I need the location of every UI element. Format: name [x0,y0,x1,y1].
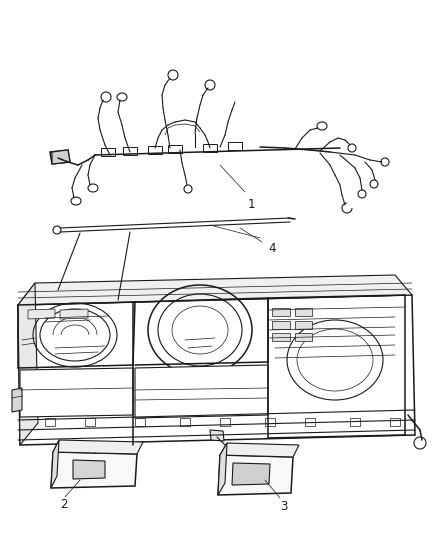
Polygon shape [51,452,137,488]
Polygon shape [272,308,290,316]
Polygon shape [45,418,55,426]
Polygon shape [135,365,268,418]
Text: 3: 3 [280,500,287,513]
Polygon shape [60,309,88,319]
Polygon shape [123,147,137,155]
Polygon shape [12,388,22,412]
Polygon shape [53,440,143,454]
Polygon shape [18,275,412,305]
Polygon shape [20,368,133,417]
Text: 2: 2 [60,498,67,511]
Polygon shape [272,333,290,341]
Polygon shape [51,440,59,488]
Polygon shape [272,321,290,329]
Polygon shape [18,295,415,445]
Polygon shape [232,463,270,485]
Polygon shape [180,418,190,426]
Polygon shape [295,308,312,316]
Polygon shape [220,443,299,457]
Polygon shape [305,418,315,426]
Polygon shape [18,283,38,445]
Polygon shape [218,455,293,495]
Polygon shape [220,418,230,426]
Polygon shape [390,418,400,426]
Polygon shape [350,418,360,426]
Polygon shape [73,460,105,479]
Polygon shape [228,142,242,150]
Polygon shape [52,150,70,164]
Polygon shape [101,148,115,156]
Polygon shape [210,430,224,441]
Polygon shape [218,443,227,495]
Polygon shape [28,309,55,319]
Polygon shape [203,144,217,152]
Polygon shape [295,333,312,341]
Polygon shape [148,146,162,154]
Polygon shape [85,418,95,426]
Polygon shape [50,150,70,164]
Polygon shape [295,321,312,329]
Polygon shape [265,418,275,426]
Polygon shape [168,145,182,153]
Polygon shape [135,418,145,426]
Text: 4: 4 [268,241,276,254]
Text: 1: 1 [248,198,255,211]
